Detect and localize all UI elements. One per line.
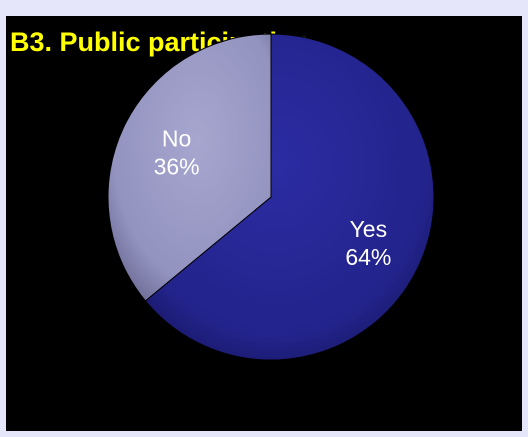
slice-label-yes: Yes (350, 216, 388, 242)
slice-label-no: No (162, 126, 191, 152)
slice-percent-yes: 64% (345, 244, 391, 270)
pie-slice-no (107, 33, 272, 302)
pie-slice-yes (144, 33, 435, 361)
slice-percent-no: 36% (154, 154, 200, 180)
